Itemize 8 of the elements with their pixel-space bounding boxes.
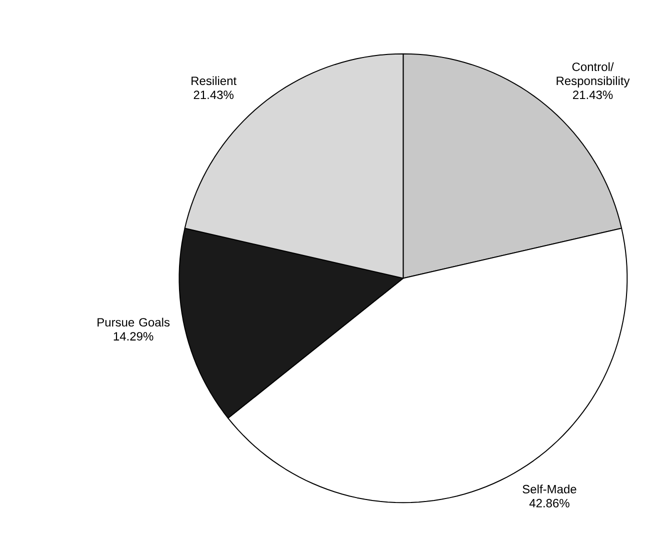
slice-label: Resilient [192,76,237,86]
data-label: 21.43% [194,90,234,100]
slice-label: Control/ Responsibility [556,62,630,88]
slice-label: Pursue Goals [98,318,170,327]
data-label: 21.43% [573,90,613,100]
slice-label: Self-Made [522,484,576,494]
data-label: 14.29% [114,332,154,341]
data-label: 42.86% [529,498,570,508]
